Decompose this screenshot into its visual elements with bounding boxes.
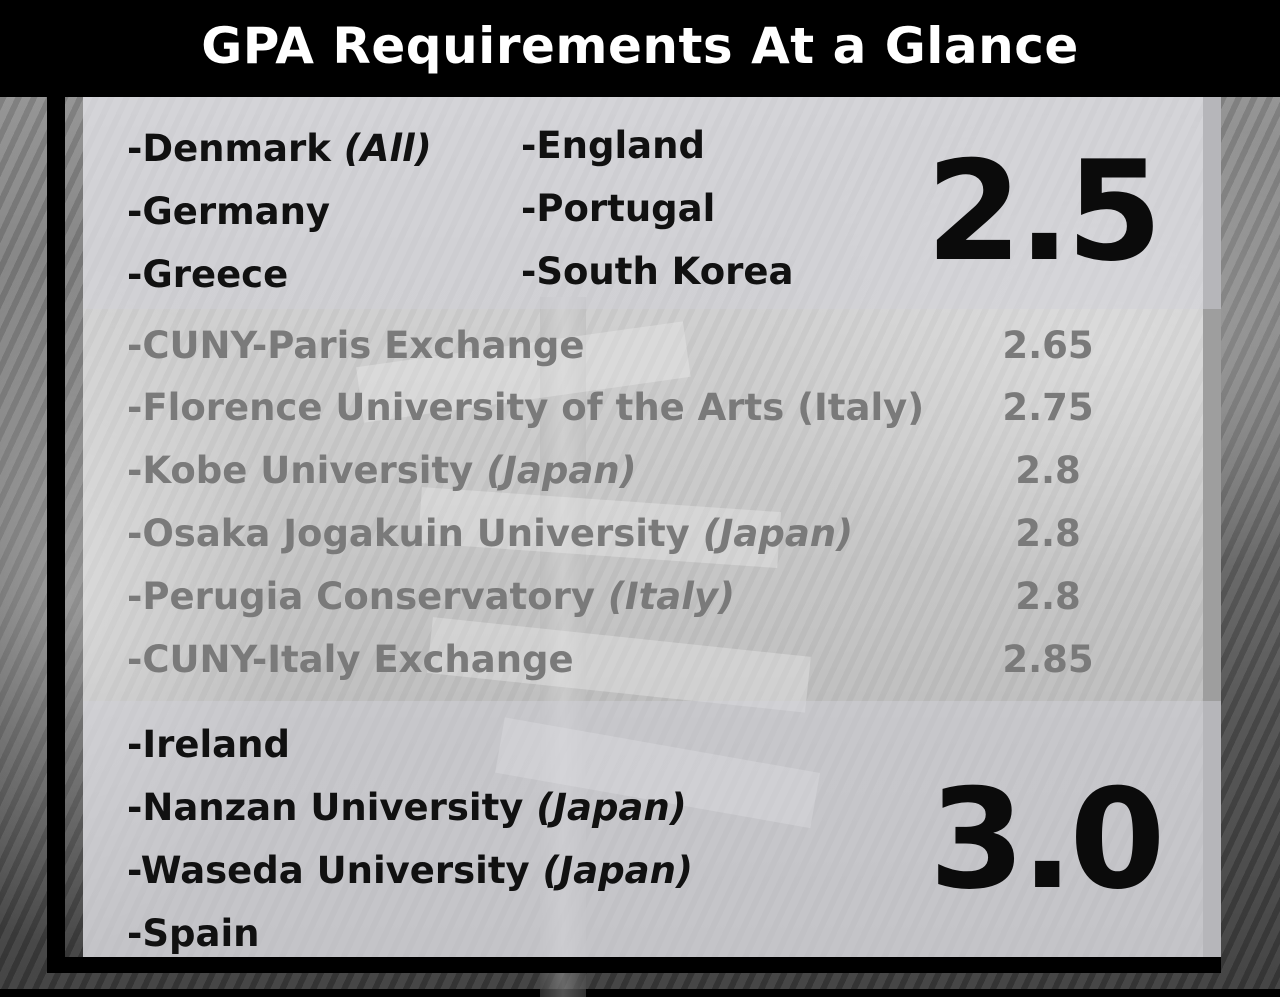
program-gpa: 2.85 [1002,638,1094,681]
tier-3-0-section: -Ireland -Nanzan University (Japan) -Was… [83,701,1221,957]
program-item: -Kobe University (Japan) [127,449,637,492]
program-item: -Ireland [127,723,290,766]
program-gpa: 2.8 [1015,512,1081,555]
program-item: -CUNY-Paris Exchange [127,324,585,367]
gpa-panel: -Denmark (All) -Germany -Greece -England… [47,97,1221,973]
page-title: GPA Requirements At a Glance [201,16,1079,75]
program-item: -CUNY-Italy Exchange [127,638,574,681]
program-item: -Nanzan University (Japan) [127,786,687,829]
program-gpa: 2.8 [1015,449,1081,492]
country-item: -Portugal [521,187,716,230]
tier-2-5-section: -Denmark (All) -Germany -Greece -England… [83,97,1221,309]
program-item: -Waseda University (Japan) [127,849,693,892]
tier-3-0-value: 3.0 [929,759,1165,920]
country-item: -South Korea [521,250,794,293]
program-item: -Spain [127,912,260,955]
program-item: -Osaka Jogakuin University (Japan) [127,512,854,555]
program-gpa: 2.8 [1015,575,1081,618]
title-bar: GPA Requirements At a Glance [0,0,1280,97]
program-gpa: 2.75 [1002,386,1094,429]
program-item: -Florence University of the Arts (Italy) [127,386,925,429]
country-item: -England [521,124,705,167]
tier-2-5-value: 2.5 [926,131,1162,292]
country-item: -Denmark (All) [127,127,432,170]
country-item: -Greece [127,253,289,296]
program-item: -Perugia Conservatory (Italy) [127,575,735,618]
country-item: -Germany [127,190,331,233]
tier-mid-section: -CUNY-Paris Exchange 2.65 -Florence Univ… [83,309,1221,701]
program-gpa: 2.65 [1002,324,1094,367]
